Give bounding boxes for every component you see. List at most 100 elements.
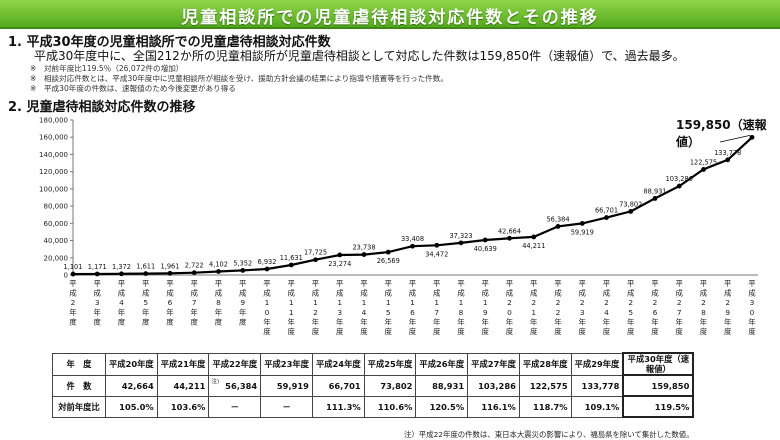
- table-row-counts: 件 数 42,664 44,211 注) 56,384 59,919 66,701…: [52, 374, 695, 397]
- note-1: ※ 対前年度比119.5％（26,072件の増加）: [30, 64, 184, 73]
- ratio-cell: 111.3%: [311, 395, 365, 418]
- count-cell-latest: 159,850: [622, 374, 695, 397]
- x-tick-label: 平成 6 年度: [166, 279, 174, 326]
- x-tick-label: 平成 1 4 年度: [360, 279, 368, 336]
- x-tick-label: 平成 2 9 年度: [724, 279, 732, 336]
- ratio-cell: 103.6%: [156, 395, 210, 418]
- data-label: 59,919: [571, 228, 594, 236]
- data-label: 1,171: [88, 263, 107, 271]
- data-point: [361, 252, 367, 257]
- data-point: [628, 209, 634, 214]
- year-cell: 平成22年度: [208, 352, 262, 376]
- x-tick-label: 平成 1 9 年度: [482, 279, 490, 336]
- data-point: [676, 183, 682, 189]
- x-tick-label: 平成 1 8 年度: [457, 279, 465, 336]
- x-tick-label: 平成 2 5 年度: [627, 279, 635, 336]
- data-point: [410, 243, 415, 249]
- ratio-cell: 105.0%: [105, 395, 158, 418]
- data-label: 40,639: [474, 245, 497, 253]
- data-label: 44,211: [522, 242, 545, 250]
- ratio-cell: －: [260, 395, 313, 418]
- y-tick-label: 80,000: [44, 203, 69, 211]
- x-tick-label: 平成 1 0 年度: [263, 279, 271, 336]
- year-cell: 平成29年度: [570, 352, 624, 376]
- year-cell: 平成25年度: [363, 352, 417, 376]
- x-tick-label: 平成 7 年度: [191, 279, 199, 326]
- count-cell: 122,575: [518, 374, 572, 397]
- data-label: 26,569: [377, 257, 400, 265]
- data-point: [555, 224, 561, 229]
- y-tick-label: 160,000: [39, 134, 68, 142]
- data-point: [482, 237, 488, 243]
- data-label: 5,352: [233, 259, 252, 267]
- count-cell: 66,701: [311, 374, 365, 397]
- data-point: [313, 257, 318, 263]
- data-label: 4,102: [209, 260, 228, 268]
- y-tick-label: 100,000: [39, 185, 68, 193]
- year-cell: 平成24年度: [311, 352, 365, 376]
- x-tick-label: 平成 1 5 年度: [385, 279, 393, 336]
- data-label: 23,738: [352, 244, 375, 252]
- data-point: [701, 167, 706, 172]
- data-point: [240, 267, 246, 273]
- year-cell: 平成27年度: [467, 352, 520, 376]
- note-2: ※ 相談対応件数とは、平成30年度中に児童相談所が相談を受け、援助方針会議の結果…: [30, 74, 448, 83]
- x-tick-label: 平成 3 年度: [94, 279, 102, 326]
- data-label: 66,701: [595, 207, 618, 215]
- footnote: 注）平成22年度の件数は、東日本大震災の影響により、福島県を除いて集計した数値。: [404, 430, 694, 439]
- data-point: [143, 271, 149, 277]
- data-point: [337, 252, 343, 258]
- data-point: [167, 270, 173, 276]
- data-label: 133,778: [714, 149, 741, 157]
- data-label: 42,664: [498, 227, 521, 235]
- count-cell: 42,664: [105, 374, 158, 397]
- data-point: [458, 240, 464, 246]
- x-tick-label: 平成 5 年度: [142, 279, 150, 326]
- count-cell: 73,802: [363, 374, 417, 397]
- count-cell: 133,778: [570, 374, 624, 397]
- data-point: [749, 134, 755, 140]
- data-point: [604, 215, 609, 220]
- data-point: [434, 242, 440, 248]
- y-tick-label: 140,000: [39, 151, 68, 159]
- data-point: [531, 234, 537, 240]
- count-cell: 44,211: [156, 374, 210, 397]
- count-cell: 88,931: [415, 374, 469, 397]
- series-line: [72, 136, 753, 276]
- summary-table: 年 度 平成20年度 平成21年度 平成22年度 平成23年度 平成24年度 平…: [52, 352, 695, 418]
- data-label: 56,384: [546, 215, 569, 223]
- row-header-year: 年 度: [52, 352, 106, 376]
- x-tick-label: 平成 1 7 年度: [433, 279, 441, 336]
- x-tick-label: 平成 2 4 年度: [603, 279, 611, 336]
- ratio-cell: 110.6%: [363, 395, 417, 418]
- data-label: 103,286: [666, 175, 693, 183]
- count-cell-noted: 注) 56,384: [208, 374, 262, 397]
- count-value: 56,384: [225, 380, 258, 391]
- y-tick-label: 0: [64, 272, 68, 280]
- x-tick-label: 平成 2 0 年度: [506, 279, 514, 336]
- y-tick-label: 60,000: [44, 220, 69, 228]
- data-point: [264, 266, 270, 272]
- data-label: 1,101: [64, 263, 83, 271]
- data-point: [216, 269, 221, 274]
- x-tick-label: 平成 1 3 年度: [336, 279, 344, 336]
- data-point: [191, 270, 197, 276]
- data-point: [652, 196, 658, 201]
- data-label: 88,931: [643, 187, 666, 195]
- data-point: [385, 249, 391, 255]
- latest-value-callout: 159,850（速報値）: [676, 118, 767, 149]
- callout-pointer: [719, 134, 751, 143]
- x-tick-label: 平成 2 3 年度: [579, 279, 587, 336]
- x-tick-label: 平成 2 1 年度: [530, 279, 538, 336]
- data-point: [725, 157, 731, 163]
- x-tick-label: 平成 2 7 年度: [676, 279, 684, 336]
- data-label: 1,611: [136, 263, 155, 271]
- note-3: ※ 平成30年度の件数は、速報値のため今後変更があり得る: [30, 84, 236, 93]
- x-tick-label: 平成 4 年度: [118, 279, 126, 326]
- x-tick-label: 平成 1 1 年度: [288, 279, 296, 336]
- table-row-ratios: 対前年度比 105.0% 103.6% － － 111.3% 110.6% 12…: [52, 395, 695, 418]
- count-cell: 59,919: [260, 374, 313, 397]
- data-label: 33,408: [401, 235, 424, 243]
- data-point: [507, 235, 512, 241]
- x-tick-label: 平成 8 年度: [215, 279, 223, 326]
